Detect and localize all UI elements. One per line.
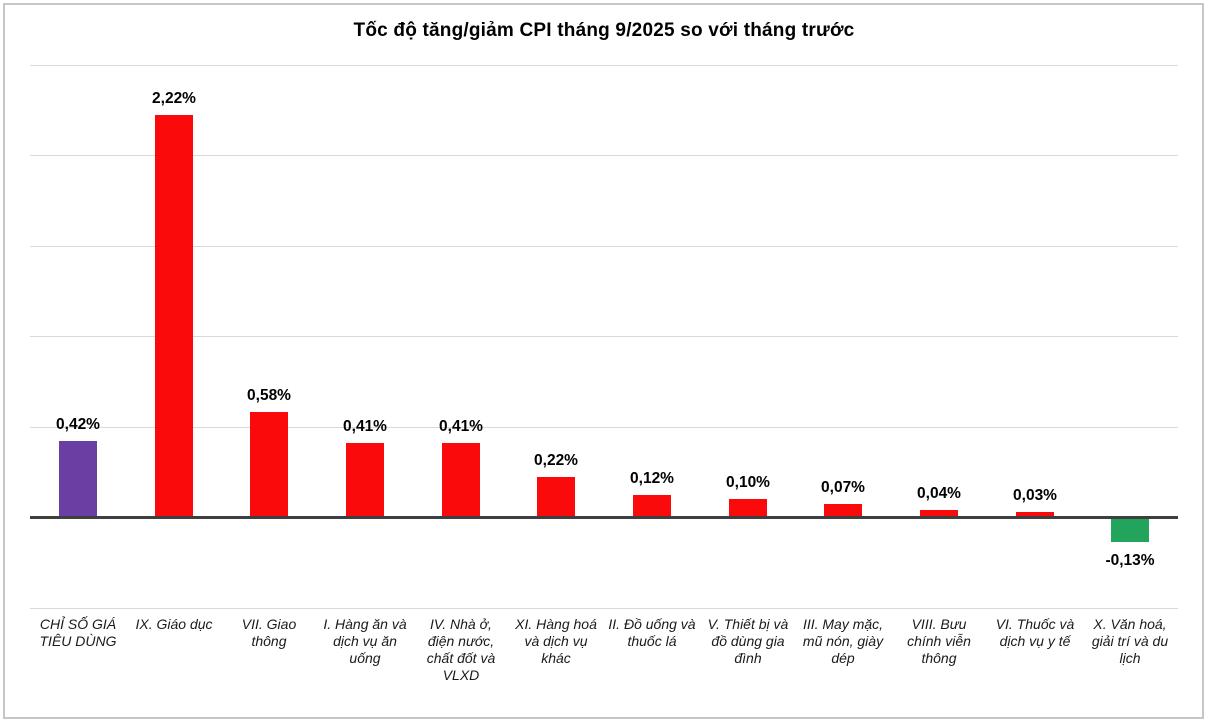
category-label: IX. Giáo dục [135, 616, 213, 632]
category-label: V. Thiết bị và đồ dùng gia đình [707, 616, 789, 667]
bar-value-label: 0,58% [247, 387, 291, 404]
bar-value-label: 0,10% [726, 474, 770, 491]
chart-title: Tốc độ tăng/giảm CPI tháng 9/2025 so với… [353, 20, 855, 41]
gridline [30, 608, 1178, 609]
gridline [30, 155, 1178, 156]
bar-3 [250, 412, 288, 517]
bar-8 [729, 499, 767, 517]
gridline [30, 65, 1178, 66]
category-label: III. May mặc, mũ nón, giày dép [802, 616, 884, 667]
bar-9 [824, 504, 862, 517]
category-label: CHỈ SỐ GIÁ TIÊU DÙNG [39, 616, 117, 650]
bar-7 [633, 495, 671, 517]
bar-value-label: 0,04% [917, 485, 961, 502]
bar-value-label: 0,41% [343, 418, 387, 435]
gridline [30, 427, 1178, 428]
bar-value-label: -0,13% [1105, 552, 1155, 569]
category-label: IV. Nhà ở, điện nước, chất đốt và VLXD [426, 616, 496, 684]
bar-value-label: 2,22% [152, 90, 196, 107]
bar-value-label: 0,42% [56, 416, 100, 433]
bar-4 [346, 443, 384, 517]
category-label: XI. Hàng hoá và dịch vụ khác [515, 616, 597, 667]
category-label: VI. Thuốc và dịch vụ y tế [995, 616, 1075, 650]
bar-value-label: 0,07% [821, 479, 865, 496]
bar-2 [155, 115, 193, 517]
category-label: VII. Giao thông [241, 616, 297, 650]
bar-1 [59, 441, 97, 517]
category-label: II. Đồ uống và thuốc lá [608, 616, 696, 650]
bar-12 [1111, 518, 1149, 542]
category-label: X. Văn hoá, giải trí và du lịch [1091, 616, 1169, 667]
gridline [30, 336, 1178, 337]
bar-value-label: 0,12% [630, 470, 674, 487]
bar-value-label: 0,22% [534, 452, 578, 469]
category-label: I. Hàng ăn và dịch vụ ăn uống [323, 616, 407, 667]
bar-value-label: 0,03% [1013, 487, 1057, 504]
gridline [30, 246, 1178, 247]
bar-6 [537, 477, 575, 517]
x-axis-line [30, 516, 1178, 519]
bar-5 [442, 443, 480, 517]
bar-value-label: 0,41% [439, 418, 483, 435]
bar-10 [920, 510, 958, 517]
bar-11 [1016, 512, 1054, 517]
category-label: VIII. Bưu chính viễn thông [907, 616, 971, 667]
